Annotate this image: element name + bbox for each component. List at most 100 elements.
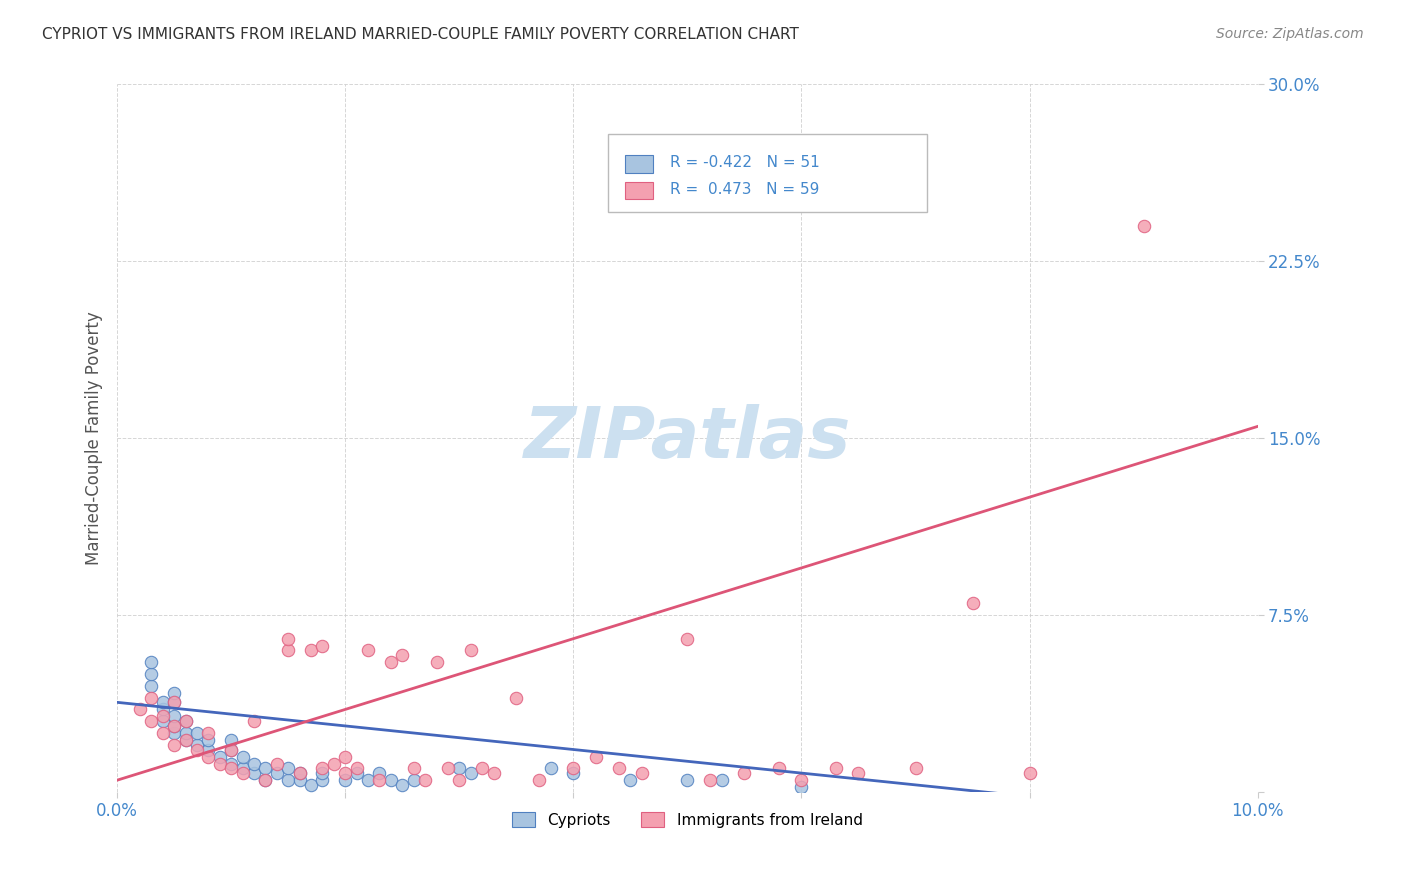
Point	[346, 766, 368, 780]
Point	[152, 702, 174, 716]
Point	[449, 761, 471, 775]
Bar	[624, 182, 654, 200]
Text: R =  0.473   N = 59: R = 0.473 N = 59	[671, 182, 820, 196]
Point	[197, 733, 219, 747]
Point	[254, 773, 277, 788]
Point	[311, 766, 333, 780]
FancyBboxPatch shape	[607, 134, 927, 211]
Point	[174, 733, 197, 747]
Point	[848, 766, 870, 780]
Point	[562, 766, 585, 780]
Point	[311, 639, 333, 653]
Point	[141, 667, 163, 681]
Point	[676, 773, 699, 788]
Point	[413, 773, 436, 788]
Point	[402, 773, 425, 788]
Point	[174, 714, 197, 729]
Point	[380, 773, 402, 788]
Point	[152, 709, 174, 723]
Point	[380, 655, 402, 669]
Point	[163, 719, 186, 733]
Point	[482, 766, 505, 780]
Point	[402, 761, 425, 775]
Point	[163, 726, 186, 740]
Point	[174, 726, 197, 740]
Point	[335, 766, 357, 780]
Point	[163, 709, 186, 723]
Point	[243, 756, 266, 771]
Point	[163, 738, 186, 752]
Point	[219, 733, 242, 747]
Point	[141, 679, 163, 693]
Point	[288, 773, 311, 788]
Point	[540, 761, 562, 775]
Point	[277, 632, 299, 646]
Point	[288, 766, 311, 780]
Point	[460, 643, 482, 657]
Point	[357, 643, 380, 657]
Point	[232, 749, 254, 764]
Point	[243, 714, 266, 729]
Point	[277, 643, 299, 657]
Point	[768, 761, 790, 775]
Point	[962, 596, 984, 610]
Point	[335, 749, 357, 764]
Point	[562, 761, 585, 775]
Point	[790, 780, 813, 795]
Point	[174, 714, 197, 729]
Point	[311, 773, 333, 788]
Point	[299, 643, 322, 657]
Text: Source: ZipAtlas.com: Source: ZipAtlas.com	[1216, 27, 1364, 41]
Point	[266, 766, 288, 780]
Y-axis label: Married-Couple Family Poverty: Married-Couple Family Poverty	[86, 311, 103, 565]
Point	[699, 773, 721, 788]
Point	[141, 655, 163, 669]
Point	[197, 742, 219, 756]
Point	[824, 761, 846, 775]
Text: R = -0.422   N = 51: R = -0.422 N = 51	[671, 155, 820, 169]
Point	[141, 690, 163, 705]
Point	[607, 761, 630, 775]
Point	[197, 726, 219, 740]
Point	[232, 766, 254, 780]
Point	[288, 766, 311, 780]
Point	[266, 756, 288, 771]
Point	[219, 756, 242, 771]
Point	[208, 749, 231, 764]
Text: CYPRIOT VS IMMIGRANTS FROM IRELAND MARRIED-COUPLE FAMILY POVERTY CORRELATION CHA: CYPRIOT VS IMMIGRANTS FROM IRELAND MARRI…	[42, 27, 799, 42]
Point	[368, 766, 391, 780]
Text: ZIPatlas: ZIPatlas	[524, 404, 851, 473]
Point	[152, 726, 174, 740]
Point	[219, 761, 242, 775]
Point	[368, 773, 391, 788]
Point	[197, 749, 219, 764]
Point	[1132, 219, 1154, 233]
Point	[630, 766, 652, 780]
Point	[471, 761, 494, 775]
Point	[186, 742, 208, 756]
Point	[346, 761, 368, 775]
Point	[208, 756, 231, 771]
Point	[163, 719, 186, 733]
Point	[254, 761, 277, 775]
Point	[733, 766, 755, 780]
Legend: Cypriots, Immigrants from Ireland: Cypriots, Immigrants from Ireland	[506, 805, 869, 834]
Point	[163, 695, 186, 709]
Point	[311, 761, 333, 775]
Point	[129, 702, 152, 716]
Point	[790, 773, 813, 788]
Point	[585, 749, 607, 764]
Point	[619, 773, 641, 788]
Point	[152, 695, 174, 709]
Point	[243, 766, 266, 780]
Point	[152, 714, 174, 729]
Point	[299, 778, 322, 792]
Bar	[624, 155, 654, 172]
Point	[449, 773, 471, 788]
Point	[277, 773, 299, 788]
Point	[1018, 766, 1040, 780]
Point	[505, 690, 527, 705]
Point	[277, 761, 299, 775]
Point	[527, 773, 550, 788]
Point	[391, 648, 413, 662]
